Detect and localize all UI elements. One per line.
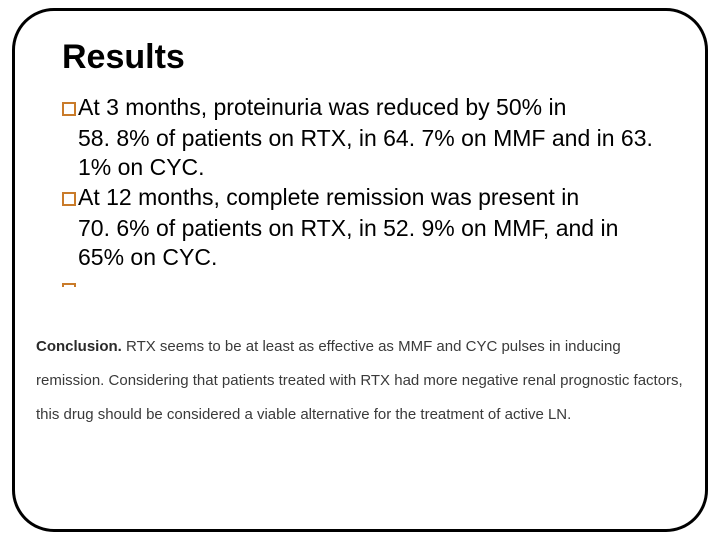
bullet-block: At 3 months, proteinuria was reduced by … — [62, 93, 658, 287]
bullet-item: At 12 months, complete remission was pre… — [62, 183, 658, 212]
bullet-continuation: 58. 8% of patients on RTX, in 64. 7% on … — [62, 124, 658, 182]
bullet-first-line: At 12 months, complete remission was pre… — [78, 184, 579, 210]
bullet-continuation: 70. 6% of patients on RTX, in 52. 9% on … — [62, 214, 658, 272]
conclusion-overlay: Conclusion. RTX seems to be at least as … — [0, 330, 720, 431]
square-bullet-icon — [62, 283, 76, 287]
conclusion-text: RTX seems to be at least as effective as… — [36, 338, 683, 423]
bullet-item: At 3 months, proteinuria was reduced by … — [62, 93, 658, 122]
square-bullet-icon — [62, 192, 76, 206]
conclusion-label: Conclusion. — [36, 338, 122, 355]
bullet-first-line: At 3 months, proteinuria was reduced by … — [78, 94, 566, 120]
slide-content: Results At 3 months, proteinuria was red… — [62, 38, 658, 289]
slide-title: Results — [62, 38, 658, 77]
bullet-item-truncated: Partial remission was reached in 29.4% o… — [62, 274, 658, 287]
square-bullet-icon — [62, 102, 76, 116]
